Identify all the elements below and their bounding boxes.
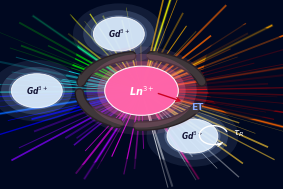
Text: Ln$^{3+}$: Ln$^{3+}$ — [128, 84, 155, 98]
Ellipse shape — [0, 0, 78, 94]
Circle shape — [157, 112, 228, 160]
Circle shape — [105, 66, 178, 115]
Text: Gd$^{3+}$: Gd$^{3+}$ — [108, 28, 130, 40]
Circle shape — [93, 17, 144, 51]
Circle shape — [167, 119, 218, 153]
Circle shape — [9, 72, 65, 109]
Text: ET: ET — [191, 103, 203, 112]
Circle shape — [1, 67, 72, 115]
Text: Gd$^{3+}$: Gd$^{3+}$ — [26, 84, 48, 97]
Circle shape — [83, 10, 155, 58]
Circle shape — [11, 74, 62, 108]
Circle shape — [0, 60, 83, 121]
Circle shape — [105, 66, 178, 115]
Circle shape — [97, 61, 186, 120]
Ellipse shape — [204, 25, 283, 119]
Circle shape — [91, 15, 147, 53]
Circle shape — [147, 105, 238, 167]
Circle shape — [73, 3, 165, 65]
Circle shape — [86, 54, 197, 128]
Circle shape — [164, 117, 220, 155]
Circle shape — [75, 46, 208, 135]
Text: τ$_R$: τ$_R$ — [233, 129, 245, 139]
Ellipse shape — [50, 159, 233, 189]
Text: Gd$^{3+}$: Gd$^{3+}$ — [181, 130, 203, 142]
